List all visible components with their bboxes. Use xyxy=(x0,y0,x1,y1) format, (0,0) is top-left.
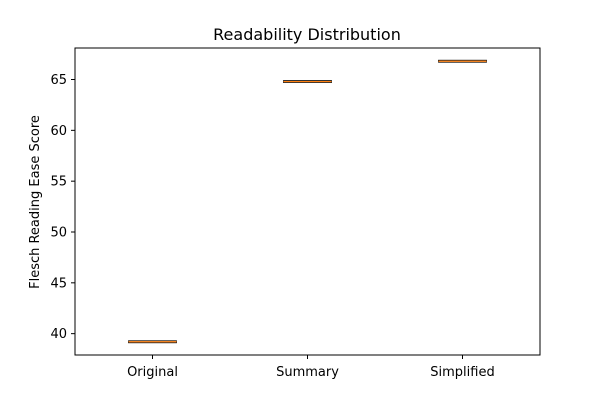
x-tick-label: Original xyxy=(127,365,178,380)
y-tick-label: 55 xyxy=(50,175,67,190)
chart-title: Readability Distribution xyxy=(213,25,401,44)
y-tick-label: 40 xyxy=(50,327,67,342)
plot-area: 40 45 50 55 60 65 Original Summary Simplified xyxy=(50,47,541,380)
y-tick-label: 45 xyxy=(50,276,67,291)
y-tick-label: 60 xyxy=(50,124,67,139)
x-tick-label: Summary xyxy=(276,365,339,380)
y-tick-label: 65 xyxy=(50,73,67,88)
x-tick-label: Simplified xyxy=(430,365,494,380)
axes-frame xyxy=(74,47,541,356)
y-tick-label: 50 xyxy=(50,225,67,240)
y-axis-label: Flesch Reading Ease Score xyxy=(28,115,43,289)
